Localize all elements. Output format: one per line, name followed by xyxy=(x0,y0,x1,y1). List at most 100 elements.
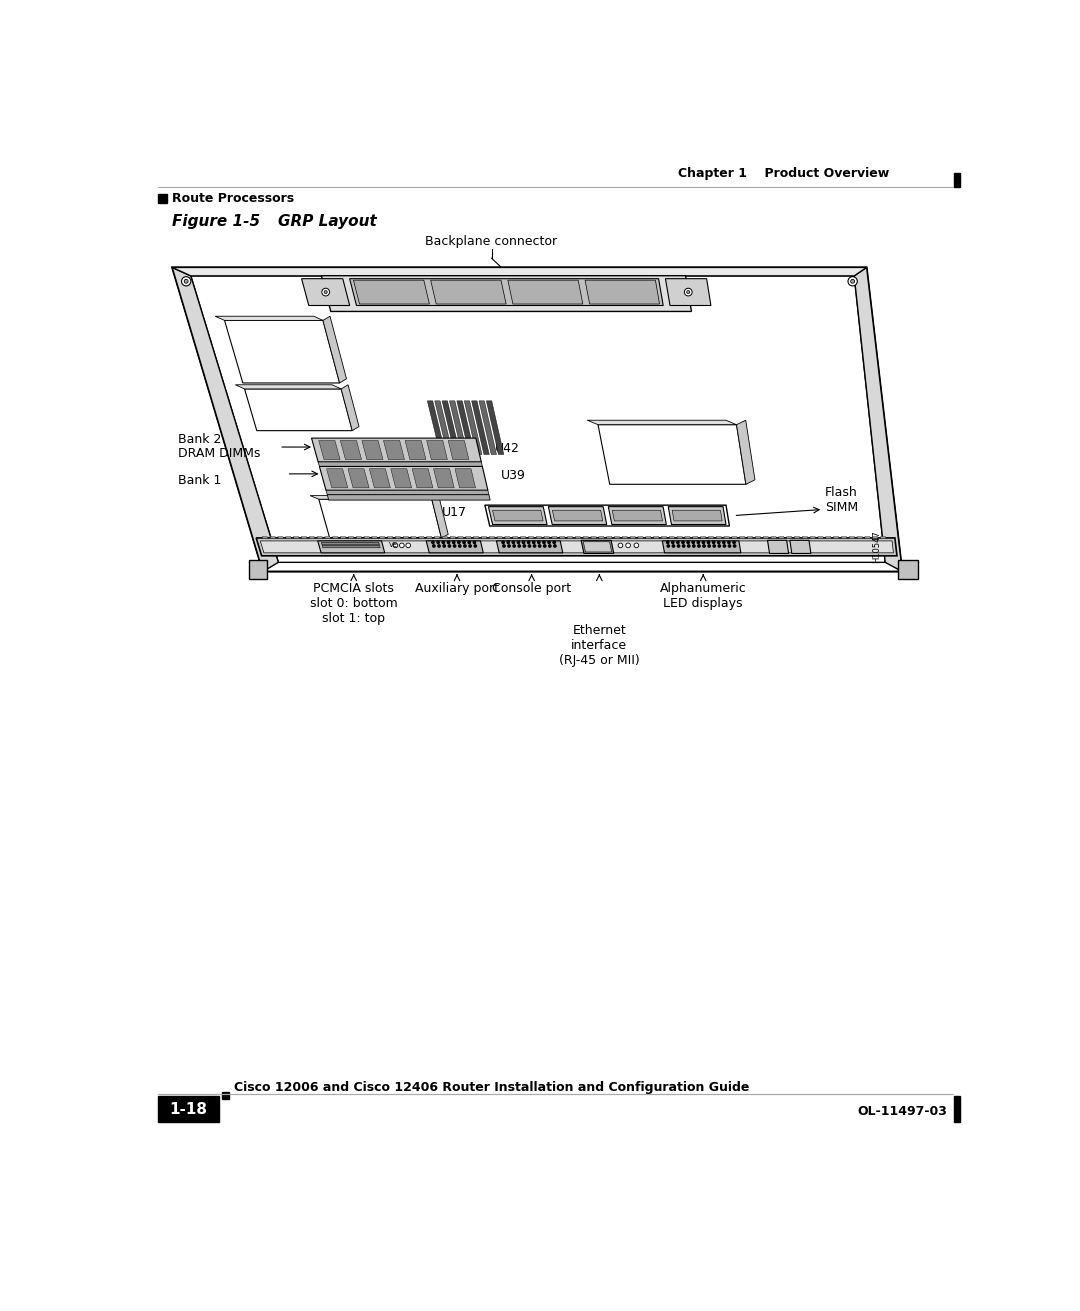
Polygon shape xyxy=(248,560,267,579)
Circle shape xyxy=(708,545,711,547)
Polygon shape xyxy=(433,469,455,488)
Polygon shape xyxy=(310,496,432,499)
Bar xyxy=(954,1096,960,1122)
Polygon shape xyxy=(322,543,379,545)
Polygon shape xyxy=(353,281,430,304)
Polygon shape xyxy=(260,541,893,553)
Circle shape xyxy=(528,545,530,547)
Circle shape xyxy=(848,277,858,286)
Polygon shape xyxy=(431,281,507,304)
Polygon shape xyxy=(326,490,489,494)
Polygon shape xyxy=(318,541,384,553)
Polygon shape xyxy=(692,536,698,539)
Polygon shape xyxy=(191,275,886,562)
Polygon shape xyxy=(427,440,447,460)
Circle shape xyxy=(634,543,638,548)
Polygon shape xyxy=(585,281,660,304)
Polygon shape xyxy=(369,469,390,488)
Circle shape xyxy=(723,541,725,544)
Polygon shape xyxy=(576,536,581,539)
Polygon shape xyxy=(795,536,800,539)
Polygon shape xyxy=(612,510,662,520)
Circle shape xyxy=(508,545,510,547)
Polygon shape xyxy=(285,536,292,539)
Polygon shape xyxy=(311,438,482,461)
Polygon shape xyxy=(472,401,489,455)
Circle shape xyxy=(733,541,735,544)
Polygon shape xyxy=(708,536,714,539)
Circle shape xyxy=(698,545,700,547)
Polygon shape xyxy=(549,506,607,524)
Circle shape xyxy=(459,545,461,547)
Circle shape xyxy=(707,541,710,544)
Polygon shape xyxy=(340,536,346,539)
Circle shape xyxy=(672,545,675,547)
Polygon shape xyxy=(465,536,471,539)
Text: GRP Layout: GRP Layout xyxy=(279,214,377,229)
Circle shape xyxy=(672,541,674,544)
Text: Auxiliary port: Auxiliary port xyxy=(415,582,499,595)
Text: U42: U42 xyxy=(496,442,521,455)
Polygon shape xyxy=(294,536,299,539)
Polygon shape xyxy=(442,401,460,455)
Text: Chapter 1    Product Overview: Chapter 1 Product Overview xyxy=(677,166,889,180)
Text: Alphanumeric
LED displays: Alphanumeric LED displays xyxy=(660,582,746,610)
Polygon shape xyxy=(323,316,347,383)
Circle shape xyxy=(733,545,735,547)
Polygon shape xyxy=(665,279,711,305)
Circle shape xyxy=(454,545,456,547)
Circle shape xyxy=(324,291,327,294)
Polygon shape xyxy=(403,536,408,539)
Polygon shape xyxy=(172,267,866,275)
Circle shape xyxy=(458,541,460,544)
Polygon shape xyxy=(583,536,589,539)
Circle shape xyxy=(692,541,694,544)
Circle shape xyxy=(463,545,467,547)
Text: OL-11497-03: OL-11497-03 xyxy=(858,1105,947,1118)
Polygon shape xyxy=(427,541,483,553)
Polygon shape xyxy=(740,536,745,539)
Polygon shape xyxy=(395,536,401,539)
Polygon shape xyxy=(319,440,340,460)
Polygon shape xyxy=(737,421,755,484)
Polygon shape xyxy=(497,541,563,553)
Circle shape xyxy=(728,541,730,544)
Circle shape xyxy=(692,545,696,547)
Polygon shape xyxy=(413,469,433,488)
Circle shape xyxy=(453,541,455,544)
Circle shape xyxy=(681,541,684,544)
Polygon shape xyxy=(818,536,823,539)
Circle shape xyxy=(502,541,504,544)
Polygon shape xyxy=(608,506,666,524)
Circle shape xyxy=(433,545,435,547)
Polygon shape xyxy=(488,506,548,524)
Polygon shape xyxy=(458,536,463,539)
Text: PCMCIA slots
slot 0: bottom
slot 1: top: PCMCIA slots slot 0: bottom slot 1: top xyxy=(310,582,397,624)
Polygon shape xyxy=(244,389,352,430)
Polygon shape xyxy=(858,536,863,539)
Circle shape xyxy=(702,541,704,544)
Circle shape xyxy=(543,545,545,547)
Polygon shape xyxy=(489,536,495,539)
Polygon shape xyxy=(724,536,729,539)
Polygon shape xyxy=(567,536,573,539)
Polygon shape xyxy=(410,536,417,539)
Circle shape xyxy=(687,291,690,294)
Polygon shape xyxy=(630,536,635,539)
Circle shape xyxy=(625,543,631,548)
Text: Route Processors: Route Processors xyxy=(172,193,295,206)
Circle shape xyxy=(618,543,623,548)
Circle shape xyxy=(322,288,329,296)
Polygon shape xyxy=(497,536,502,539)
Circle shape xyxy=(667,545,670,547)
Polygon shape xyxy=(661,536,666,539)
Circle shape xyxy=(185,279,188,283)
Circle shape xyxy=(713,541,715,544)
Polygon shape xyxy=(732,536,738,539)
Circle shape xyxy=(666,541,669,544)
Polygon shape xyxy=(473,536,480,539)
Circle shape xyxy=(543,541,545,544)
Polygon shape xyxy=(854,267,902,572)
Bar xyxy=(159,194,166,203)
Polygon shape xyxy=(215,316,323,320)
